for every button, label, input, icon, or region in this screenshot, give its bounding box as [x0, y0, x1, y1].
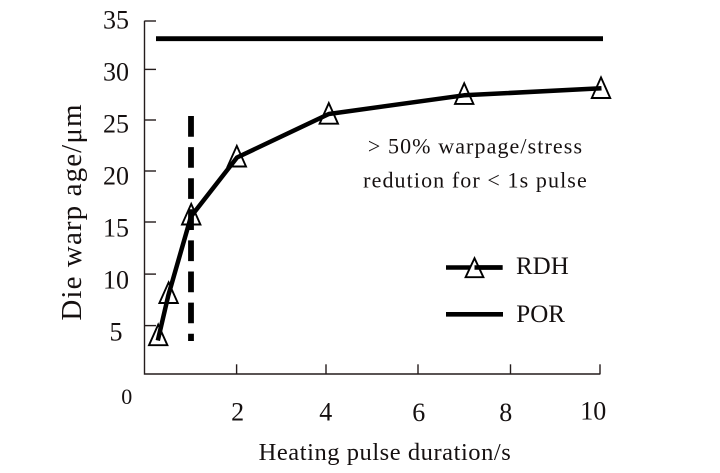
svg-text:5: 5 — [110, 318, 123, 347]
svg-text:Heating pulse duration/s: Heating pulse duration/s — [259, 439, 512, 466]
svg-text:2: 2 — [231, 398, 244, 427]
svg-text:Die warp age/μm: Die warp age/μm — [56, 103, 88, 320]
svg-text:6: 6 — [412, 398, 425, 427]
svg-text:8: 8 — [499, 398, 512, 427]
svg-text:RDH: RDH — [516, 253, 569, 280]
svg-text:redution for < 1s pulse: redution for < 1s pulse — [363, 167, 588, 192]
svg-text:30: 30 — [103, 58, 129, 87]
svg-text:POR: POR — [516, 301, 565, 328]
svg-text:15: 15 — [103, 214, 129, 243]
svg-text:35: 35 — [103, 6, 129, 35]
svg-text:4: 4 — [319, 398, 332, 427]
svg-text:> 50% warpage/stress: > 50% warpage/stress — [368, 134, 583, 159]
svg-text:10: 10 — [580, 397, 606, 426]
svg-text:20: 20 — [103, 162, 129, 191]
svg-text:0: 0 — [121, 384, 132, 409]
svg-text:10: 10 — [103, 266, 129, 295]
svg-text:25: 25 — [103, 110, 129, 139]
